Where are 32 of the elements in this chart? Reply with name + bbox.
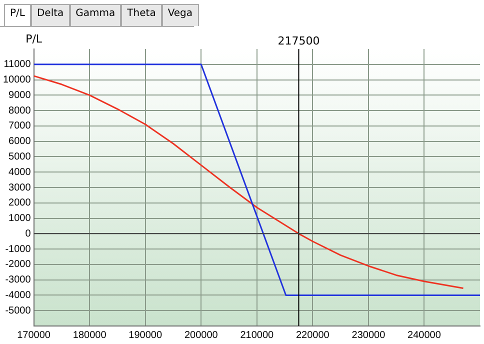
y-tick-label: 8000 <box>8 105 32 116</box>
y-tick-label: 7000 <box>8 120 32 132</box>
x-tick-label: 240000 <box>408 330 442 341</box>
y-tick-label: 9000 <box>8 90 32 101</box>
y-tick-label: 5000 <box>8 151 32 162</box>
y-tick-label: -2000 <box>5 259 32 270</box>
x-tick-label: 210000 <box>240 330 274 341</box>
x-tick-label: 190000 <box>128 330 162 341</box>
text: Theta <box>121 4 162 26</box>
x-tick-label: 180000 <box>72 330 107 341</box>
y-tick-label: 2000 <box>8 198 32 209</box>
y-tick-label: 3000 <box>8 182 32 194</box>
y-tick-label: 10000 <box>2 74 32 86</box>
y-tick-label: 0 <box>25 228 32 240</box>
ref-line-label: 217500 <box>278 34 320 48</box>
y-tick-label: 6000 <box>8 136 32 148</box>
y-tick-label: -1000 <box>5 244 32 255</box>
text: Vega <box>162 4 199 26</box>
text: P/L <box>4 4 31 26</box>
y-tick-label: 4000 <box>8 166 32 178</box>
y-tick-label: -3000 <box>5 274 32 286</box>
text: Gamma <box>70 4 122 26</box>
y-tick-label: -5000 <box>5 305 32 316</box>
x-tick-label: 200000 <box>184 330 218 341</box>
text: Delta <box>30 4 70 26</box>
y-axis-title: P/L <box>26 32 43 46</box>
x-tick-label: 220000 <box>296 330 330 341</box>
x-tick-label: 170000 <box>17 330 51 341</box>
x-tick-label: 230000 <box>352 330 386 341</box>
y-tick-label: -4000 <box>5 290 32 301</box>
y-tick-label: 11000 <box>4 59 32 70</box>
y-tick-label: 1000 <box>8 213 32 224</box>
